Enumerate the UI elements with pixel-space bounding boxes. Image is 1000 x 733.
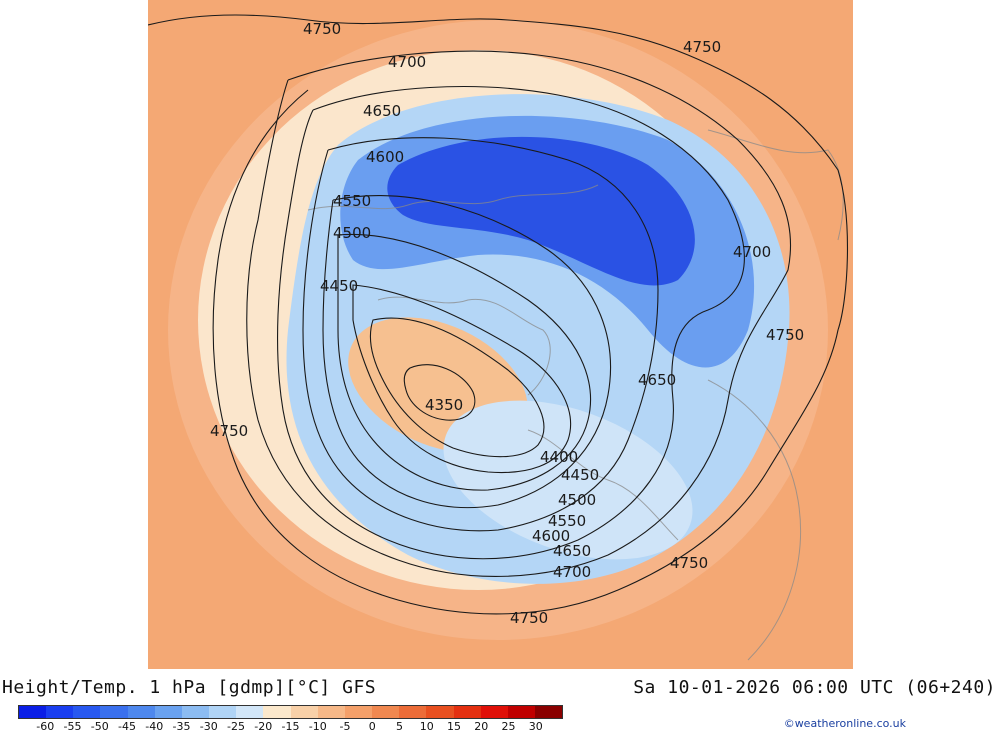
contour-label-4350-center: 4350 bbox=[425, 396, 463, 414]
colorbar-swatch bbox=[453, 706, 481, 718]
colorbar-tick-label: -5 bbox=[339, 720, 351, 733]
colorbar-tick-label: -60 bbox=[36, 720, 55, 733]
contour-4700 bbox=[246, 50, 792, 577]
colorbar-tick-label: -25 bbox=[227, 720, 245, 733]
credit-link[interactable]: ©weatheronline.co.uk bbox=[783, 717, 906, 730]
contour-label-4500-se: 4500 bbox=[558, 491, 596, 509]
contour-label-4750-nw: 4750 bbox=[303, 20, 341, 38]
colorbar-labels: -60 -55 -50 -45 -40 -35 -30 -25 -20 -15 -10 -5 0 5 10 1… bbox=[18, 720, 578, 733]
colorbar-tick-label: 15 bbox=[447, 720, 461, 733]
colorbar-swatch bbox=[426, 706, 454, 718]
contour-label-4450-w: 4450 bbox=[320, 277, 358, 295]
contour-label-4750-w: 4750 bbox=[210, 422, 248, 440]
contour-label-4750-ne: 4750 bbox=[683, 38, 721, 56]
contour-label-4450-se: 4450 bbox=[561, 466, 599, 484]
colorbar-swatch bbox=[127, 706, 155, 718]
contour-label-4400-se: 4400 bbox=[540, 448, 578, 466]
contour-label-4550-se: 4550 bbox=[548, 512, 586, 530]
contour-4350 bbox=[403, 364, 476, 421]
colorbar-swatch bbox=[317, 706, 345, 718]
contour-label-4750-se-outer: 4750 bbox=[670, 554, 708, 572]
contour-label-4600-nw: 4600 bbox=[366, 148, 404, 166]
colorbar-tick-label: -15 bbox=[281, 720, 300, 733]
contour-label-4750-s: 4750 bbox=[510, 609, 548, 627]
colorbar-swatch bbox=[236, 706, 264, 718]
colorbar-swatch bbox=[209, 706, 237, 718]
colorbar-tick-label: -35 bbox=[172, 720, 191, 733]
coastline bbox=[307, 184, 599, 211]
colorbar-swatch bbox=[263, 706, 291, 718]
contour-label-4700-n: 4700 bbox=[388, 53, 426, 71]
colorbar-swatch bbox=[399, 706, 427, 718]
colorbar-tick-label: -20 bbox=[254, 720, 273, 733]
colorbar-swatch bbox=[181, 706, 210, 718]
colorbar-tick-label: -30 bbox=[199, 720, 218, 733]
colorbar-swatch bbox=[154, 706, 182, 718]
contour-4650 bbox=[277, 86, 745, 560]
contour-label-4550-nw: 4550 bbox=[333, 192, 371, 210]
coastline bbox=[707, 379, 801, 661]
colorbar-swatch bbox=[46, 706, 74, 718]
contour-label-4700-e: 4700 bbox=[733, 243, 771, 261]
colorbar-tick-label: -40 bbox=[145, 720, 164, 733]
colorbar-tick-label: 0 bbox=[368, 720, 376, 733]
colorbar-tick-label: 25 bbox=[501, 720, 516, 733]
colorbar-tick-label: -45 bbox=[118, 720, 136, 733]
cool-patch-south bbox=[443, 400, 693, 560]
coastline bbox=[377, 296, 551, 396]
colorbar-tick-label: -10 bbox=[308, 720, 327, 733]
colorbar-tick-label: 10 bbox=[419, 720, 434, 733]
temperature-height-map: 4750475047004650460045504500445043504700… bbox=[148, 0, 853, 669]
contour-label-4750-e: 4750 bbox=[766, 326, 804, 344]
contour-label-4500-nw: 4500 bbox=[333, 224, 371, 242]
colorbar-tick-label: -50 bbox=[90, 720, 109, 733]
colorbar-swatch bbox=[290, 706, 318, 718]
contour-4600 bbox=[302, 137, 659, 532]
valid-time: Sa 10-01-2026 06:00 UTC (06+240) bbox=[633, 677, 996, 698]
contour-label-4650-nw: 4650 bbox=[363, 102, 401, 120]
colorbar-swatch bbox=[344, 706, 373, 718]
colorbar-tick-label: 20 bbox=[474, 720, 489, 733]
colorbar-swatch bbox=[19, 706, 47, 718]
cold-vortex-core bbox=[387, 136, 695, 286]
contour-4500 bbox=[337, 233, 592, 491]
contour-label-4700-se: 4700 bbox=[553, 563, 591, 581]
colorbar-swatch bbox=[480, 706, 508, 718]
colorbar-swatch bbox=[100, 706, 128, 718]
colorbar-tick-label: 30 bbox=[528, 720, 543, 733]
contour-4400 bbox=[369, 317, 545, 458]
colorbar bbox=[18, 705, 563, 719]
contour-label-4650-se: 4650 bbox=[553, 542, 591, 560]
colorbar-tick-label: 5 bbox=[396, 720, 403, 733]
contour-4450 bbox=[352, 284, 572, 474]
colorbar-swatch bbox=[372, 706, 400, 718]
contour-4750-outer bbox=[148, 14, 849, 615]
coastline bbox=[707, 129, 844, 241]
contour-label-4650-e: 4650 bbox=[638, 371, 676, 389]
map-title: Height/Temp. 1 hPa [gdmp][°C] GFS bbox=[2, 677, 377, 698]
colorbar-swatch bbox=[507, 706, 535, 718]
map-panel: 4750 4750 4700 4650 4600 4550 4500 4450 4350 4700… bbox=[148, 0, 853, 669]
contour-4550 bbox=[322, 195, 611, 509]
colorbar-swatch bbox=[534, 706, 563, 718]
contour-label-4600-se: 4600 bbox=[532, 527, 570, 545]
colorbar-swatch bbox=[73, 706, 101, 718]
colorbar-tick-label: -55 bbox=[63, 720, 82, 733]
